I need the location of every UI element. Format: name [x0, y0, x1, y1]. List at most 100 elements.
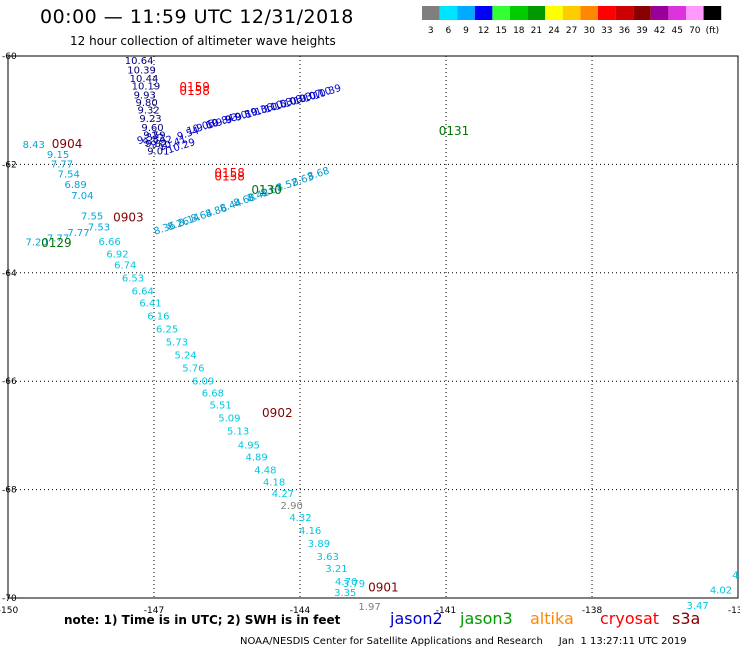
swh-value: 10.39 — [312, 83, 343, 102]
scale-swatch — [650, 6, 669, 20]
scale-swatch — [457, 6, 475, 20]
lon-tick-label: -138 — [582, 606, 603, 616]
swh-value: 7.20 — [26, 238, 48, 249]
satellite-cryosat: cryosat — [600, 609, 660, 628]
lon-tick-label: -144 — [290, 606, 311, 616]
swh-value: 4.95 — [238, 440, 260, 451]
track-cyan-diagonal: 8.368.268.148.648.868.448.688.428.678.52… — [153, 166, 331, 238]
swh-value: 9.01 — [147, 147, 169, 158]
swh-value: 4.27 — [272, 489, 294, 500]
scale-label: 36 — [619, 26, 631, 36]
page-title: 00:00 — 11:59 UTC 12/31/2018 — [40, 6, 354, 28]
pass-time-label: 0130 — [251, 183, 282, 197]
swh-value: 5.24 — [174, 350, 196, 361]
track-cyan-long: 6.66 6.926.74 6.53 6.646.41 6.16 6.25 5.73 5.24… — [99, 237, 366, 599]
satellite-altika: altika — [530, 609, 574, 628]
pass-time-label: 0131 — [439, 124, 470, 138]
track-navy-pass: 10.6410.3910.4410.199.939.809.329.239.60… — [125, 56, 170, 158]
swh-value: 5.73 — [166, 337, 188, 348]
swh-value: 4.70 — [335, 577, 357, 588]
swh-value: 6.09 — [192, 376, 214, 387]
lat-tick-label: -70 — [2, 594, 17, 604]
swh-value: 6.16 — [147, 311, 169, 322]
swh-value: 4.89 — [246, 452, 268, 463]
swh-value: 5.51 — [209, 400, 231, 411]
swh-value: 7.54 — [58, 169, 80, 180]
scale-label: 39 — [636, 26, 648, 36]
track-cyan-west: 8.439.157.777.546.897.047.557.537.777.77… — [23, 140, 110, 249]
scale-label: 15 — [495, 26, 506, 36]
swh-value: 8.68 — [306, 166, 331, 183]
swh-value: 9.93 — [134, 90, 156, 101]
swh-value: 9.23 — [139, 114, 161, 125]
scale-swatch — [598, 6, 616, 20]
swh-value: 9.15 — [47, 150, 69, 161]
swh-value: 7.53 — [88, 223, 110, 234]
swh-value: 9.80 — [136, 98, 158, 109]
swh-value: 3.63 — [317, 552, 339, 563]
color-scale-legend: 3 6 9 12 15 18 21 24 27 30 33 36 39 42 45 70 (ft) — [422, 6, 722, 36]
swh-value: 4.16 — [299, 526, 321, 537]
satellite-s3a: s3a — [672, 609, 701, 628]
swh-value: 7.55 — [81, 212, 103, 223]
scale-label: 3 — [428, 26, 434, 36]
scale-label: 45 — [671, 26, 682, 36]
scale-label: 24 — [548, 26, 560, 36]
swh-value: 6.92 — [106, 250, 128, 261]
swh-value: 7.77 — [67, 228, 89, 239]
lon-tick-label: -141 — [436, 606, 456, 616]
swh-value: 5.09 — [218, 413, 240, 424]
footer-note: note: 1) Time is in UTC; 2) SWH is in fe… — [64, 613, 341, 627]
swh-value: 6.66 — [99, 237, 121, 248]
swh-value: 6.74 — [114, 260, 136, 271]
pass-time-label: 0904 — [52, 137, 83, 151]
swh-value: 9.59 — [143, 130, 165, 141]
swh-value: 5.76 — [182, 363, 204, 374]
lon-tick-label: -147 — [144, 606, 164, 616]
swh-value: 6.41 — [139, 298, 161, 309]
swh-value: 4.02 — [710, 586, 732, 597]
scale-swatch — [474, 6, 493, 20]
swh-value: 4.14 — [732, 570, 740, 581]
swh-value: 10.19 — [132, 82, 161, 93]
swh-value: 3.47 — [686, 601, 708, 612]
scale-unit: (ft) — [706, 26, 720, 36]
swh-value: 3.21 — [325, 564, 347, 575]
page-subtitle: 12 hour collection of altimeter wave hei… — [70, 34, 336, 48]
swh-value: 6.89 — [64, 180, 86, 191]
scale-swatch — [545, 6, 563, 20]
lat-tick-label: -66 — [2, 377, 17, 387]
swh-value: 7.04 — [71, 191, 93, 202]
pass-time-label: 0901 — [368, 580, 399, 594]
scale-label: 27 — [566, 26, 577, 36]
swh-value: 6.68 — [202, 388, 224, 399]
scale-swatch — [439, 6, 458, 20]
scale-label: 6 — [446, 26, 452, 36]
swh-value: 10.64 — [125, 56, 154, 67]
scale-label: 18 — [513, 26, 525, 36]
scale-label: 12 — [478, 26, 489, 36]
scale-label: 30 — [583, 26, 595, 36]
scale-swatch — [562, 6, 581, 20]
scale-swatch — [703, 6, 722, 20]
pass-time-label: 0903 — [113, 210, 144, 224]
swh-value: 6.64 — [132, 286, 154, 297]
lon-tick-label: -150 — [0, 606, 18, 616]
pass-time-label: 0158 — [179, 84, 210, 98]
lat-tick-label: -60 — [2, 52, 17, 62]
swh-value: 1.97 — [358, 602, 380, 613]
scale-swatch — [422, 6, 440, 20]
swh-value: 3.79 — [343, 579, 365, 590]
pass-time-label: 0158 — [214, 170, 245, 184]
track-grey: 2.90 1.97 — [281, 501, 381, 613]
swh-value: 6.53 — [122, 273, 144, 284]
satellite-jason2: jason2 — [390, 609, 443, 628]
track-cyan-east: 4.144.023.474 — [686, 570, 740, 612]
swh-value: 5.13 — [227, 426, 249, 437]
lat-tick-label: -64 — [2, 269, 17, 279]
swh-value: 10.44 — [130, 74, 159, 85]
satellite-jason3: jason3 — [460, 609, 513, 628]
pass-time-label: 0902 — [262, 406, 293, 420]
scale-swatch — [633, 6, 651, 20]
